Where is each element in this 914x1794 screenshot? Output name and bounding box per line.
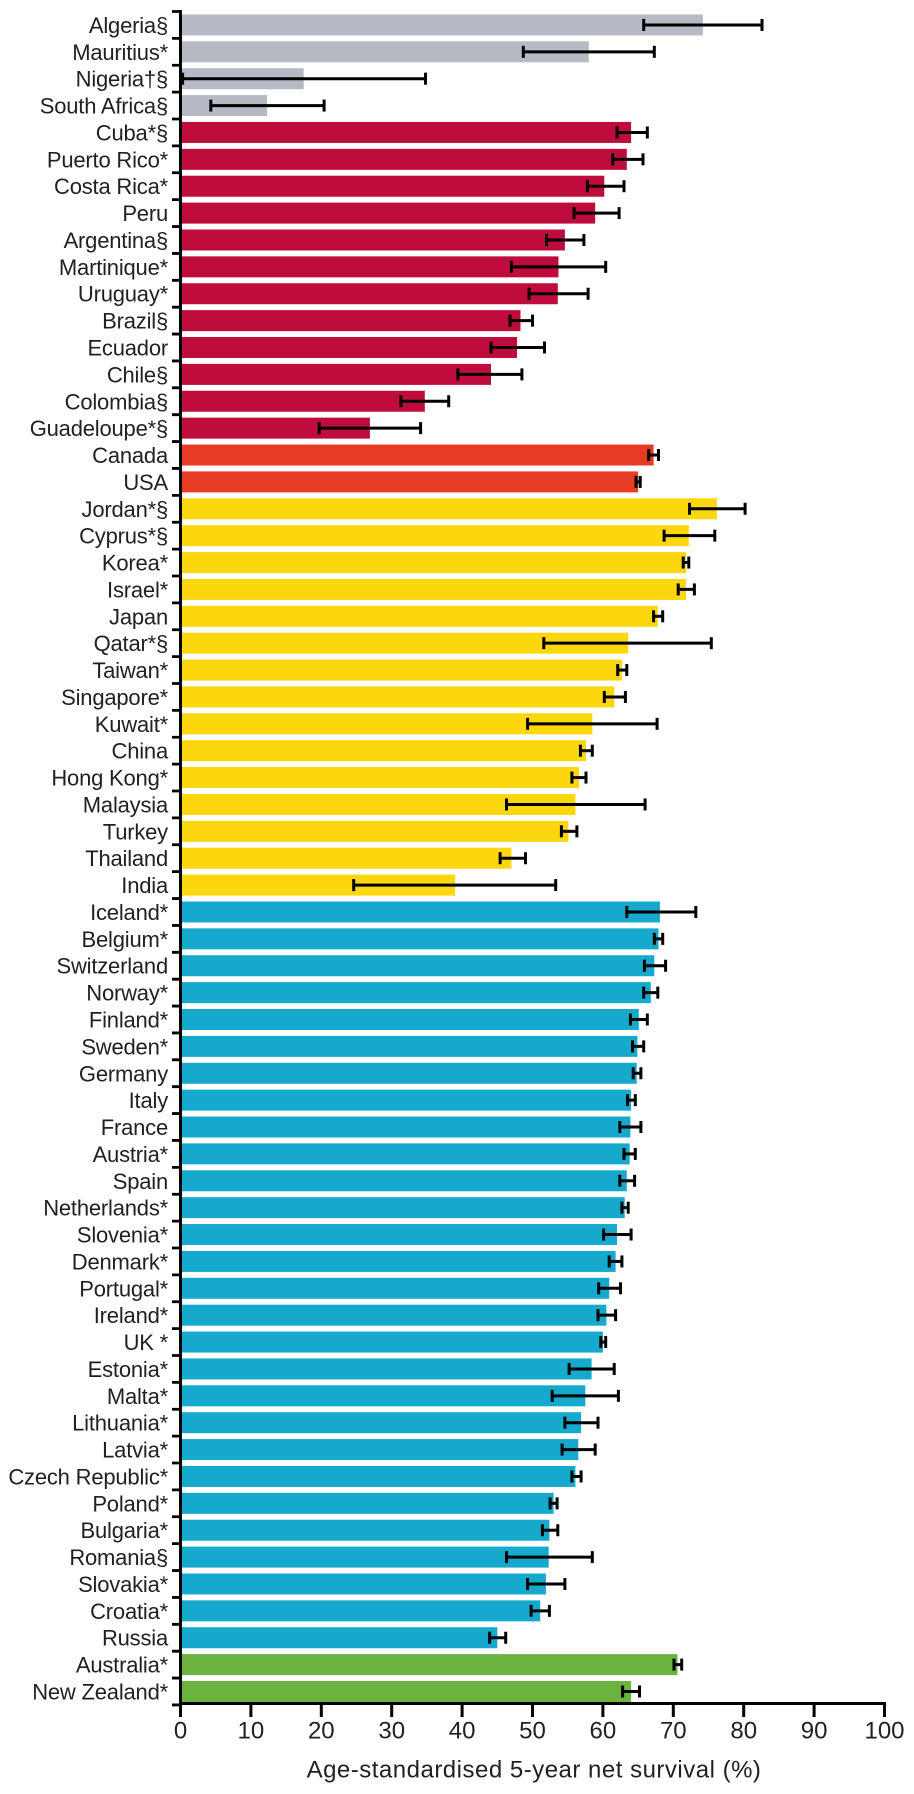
svg-text:Canada: Canada <box>92 443 169 468</box>
svg-text:Romania§: Romania§ <box>69 1545 168 1570</box>
svg-text:Cyprus*§: Cyprus*§ <box>79 524 168 549</box>
svg-text:100: 100 <box>864 1718 904 1745</box>
svg-text:Croatia*: Croatia* <box>90 1599 169 1624</box>
svg-text:Mauritius*: Mauritius* <box>72 40 168 65</box>
svg-text:Ecuador: Ecuador <box>87 336 168 361</box>
svg-text:Austria*: Austria* <box>93 1142 169 1167</box>
svg-text:Qatar*§: Qatar*§ <box>94 631 168 656</box>
svg-text:Costa Rica*: Costa Rica* <box>54 174 169 199</box>
svg-text:Uruguay*: Uruguay* <box>78 282 169 307</box>
svg-text:Kuwait*: Kuwait* <box>95 712 169 737</box>
svg-text:Norway*: Norway* <box>86 981 168 1006</box>
svg-text:India: India <box>121 873 169 898</box>
svg-text:Finland*: Finland* <box>89 1008 169 1033</box>
svg-text:Jordan*§: Jordan*§ <box>82 497 168 522</box>
svg-text:South Africa§: South Africa§ <box>40 94 168 119</box>
svg-text:Colombia§: Colombia§ <box>65 389 168 414</box>
svg-text:USA: USA <box>123 470 168 495</box>
svg-text:Poland*: Poland* <box>92 1491 168 1516</box>
svg-text:Korea*: Korea* <box>102 551 169 576</box>
svg-text:Chile§: Chile§ <box>107 362 168 387</box>
svg-text:Latvia*: Latvia* <box>102 1438 169 1463</box>
svg-text:Slovakia*: Slovakia* <box>78 1572 169 1597</box>
svg-text:Cuba*§: Cuba*§ <box>96 121 168 146</box>
svg-text:New Zealand*: New Zealand* <box>32 1680 168 1705</box>
svg-text:70: 70 <box>660 1718 687 1745</box>
svg-text:Bulgaria*: Bulgaria* <box>81 1518 169 1543</box>
svg-text:Italy: Italy <box>129 1088 169 1113</box>
svg-text:Turkey: Turkey <box>103 819 168 844</box>
svg-text:30: 30 <box>378 1718 405 1745</box>
svg-text:50: 50 <box>519 1718 546 1745</box>
svg-text:Martinique*: Martinique* <box>59 255 169 280</box>
svg-text:10: 10 <box>238 1718 265 1745</box>
svg-text:Belgium*: Belgium* <box>82 927 169 952</box>
svg-text:20: 20 <box>308 1718 335 1745</box>
svg-text:Spain: Spain <box>113 1169 168 1194</box>
svg-text:Estonia*: Estonia* <box>88 1357 169 1382</box>
svg-text:UK *: UK * <box>124 1330 169 1355</box>
svg-text:60: 60 <box>590 1718 617 1745</box>
svg-text:Germany: Germany <box>79 1061 168 1086</box>
svg-text:Portugal*: Portugal* <box>79 1276 168 1301</box>
svg-text:Peru: Peru <box>122 201 168 226</box>
svg-text:Denmark*: Denmark* <box>72 1249 169 1274</box>
svg-text:Age-standardised 5-year net su: Age-standardised 5-year net survival (%) <box>307 1757 762 1784</box>
svg-text:Netherlands*: Netherlands* <box>43 1196 168 1221</box>
svg-text:Czech Republic*: Czech Republic* <box>8 1465 168 1490</box>
svg-text:Algeria§: Algeria§ <box>89 13 168 38</box>
svg-text:China: China <box>112 739 169 764</box>
svg-text:Lithuania*: Lithuania* <box>72 1411 168 1436</box>
svg-text:80: 80 <box>730 1718 757 1745</box>
svg-text:Israel*: Israel* <box>107 577 169 602</box>
svg-text:Ireland*: Ireland* <box>94 1303 169 1328</box>
svg-text:Hong Kong*: Hong Kong* <box>51 766 168 791</box>
svg-text:Argentina§: Argentina§ <box>64 228 168 253</box>
svg-text:Japan: Japan <box>109 604 168 629</box>
svg-text:Iceland*: Iceland* <box>90 900 169 925</box>
svg-text:90: 90 <box>801 1718 828 1745</box>
svg-text:Russia: Russia <box>102 1626 169 1651</box>
svg-text:Puerto Rico*: Puerto Rico* <box>47 147 169 172</box>
svg-text:Switzerland: Switzerland <box>56 954 168 979</box>
svg-text:Malaysia: Malaysia <box>83 793 169 818</box>
svg-text:0: 0 <box>174 1718 187 1745</box>
svg-text:Sweden*: Sweden* <box>81 1034 168 1059</box>
svg-text:Thailand: Thailand <box>85 846 168 871</box>
svg-text:40: 40 <box>449 1718 476 1745</box>
svg-text:Australia*: Australia* <box>76 1653 169 1678</box>
svg-text:Guadeloupe*§: Guadeloupe*§ <box>30 416 168 441</box>
svg-text:Nigeria†§: Nigeria†§ <box>76 67 168 92</box>
svg-text:Brazil§: Brazil§ <box>102 309 168 334</box>
svg-text:Malta*: Malta* <box>107 1384 169 1409</box>
svg-text:France: France <box>101 1115 168 1140</box>
svg-text:Taiwan*: Taiwan* <box>92 658 168 683</box>
svg-text:Slovenia*: Slovenia* <box>77 1223 169 1248</box>
svg-text:Singapore*: Singapore* <box>61 685 168 710</box>
